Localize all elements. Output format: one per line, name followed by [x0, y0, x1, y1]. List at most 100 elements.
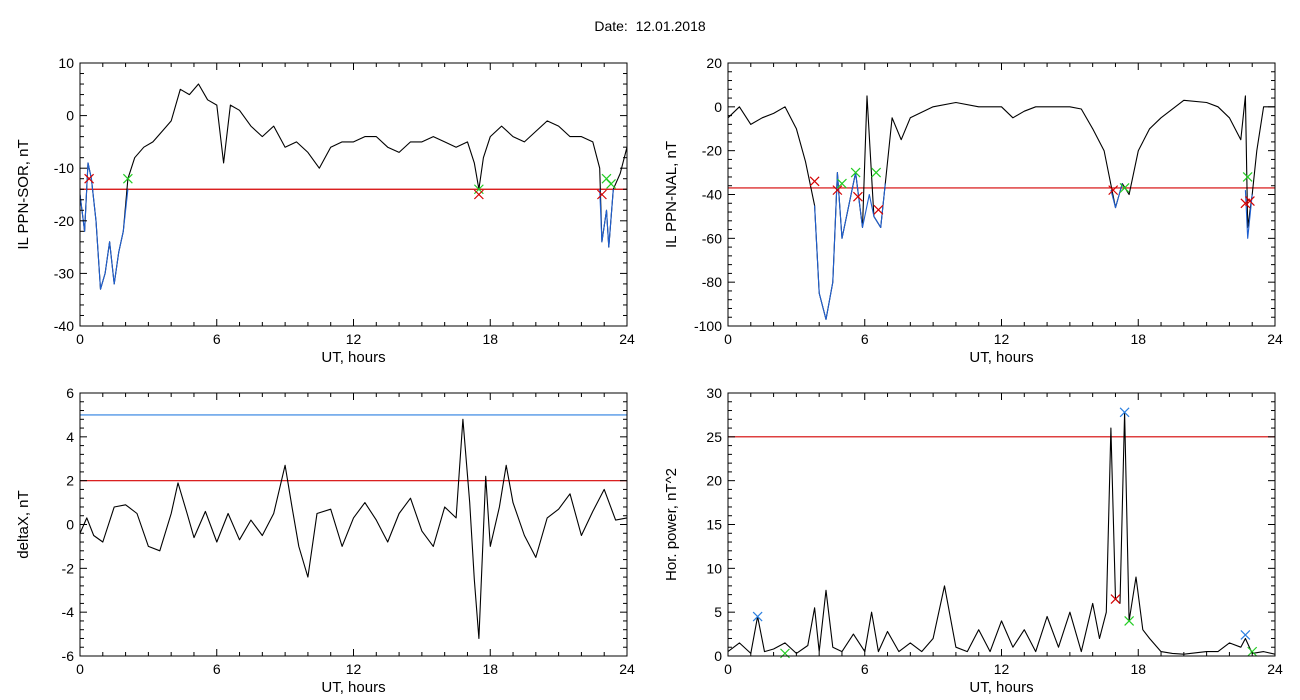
data-point-marker [606, 179, 616, 189]
x-tick-label: 24 [619, 331, 635, 347]
marker-stroke [601, 173, 612, 184]
plot-frame [727, 392, 1276, 657]
marker-stroke [1240, 630, 1251, 640]
y-tick-label: 4 [66, 429, 74, 445]
series-line [814, 172, 886, 320]
y-tick-label: -30 [54, 265, 74, 281]
y-tick-label: 25 [706, 429, 722, 445]
data-point-marker [850, 167, 861, 178]
y-tick-label: -10 [54, 160, 74, 176]
marker-stroke [1242, 172, 1253, 182]
marker-stroke [1110, 594, 1121, 604]
data-point-marker [837, 178, 847, 189]
x-tick-label: 18 [482, 661, 498, 677]
y-tick-label: -20 [54, 213, 74, 229]
data-point-marker [1242, 172, 1253, 182]
y-tick-label: 5 [714, 604, 722, 620]
panel-power: 0 6 12 18 24 0 5 10 15 20 25 30 UT, hours Hor. power,… [663, 385, 1283, 696]
data-point-marker [84, 173, 95, 184]
series-line [80, 162, 129, 290]
data-point-marker [852, 191, 863, 202]
x-tick-label: 0 [724, 331, 732, 347]
x-tick-label: 0 [724, 661, 732, 677]
y-tick-label: -80 [702, 274, 722, 290]
series-line [728, 95, 1275, 320]
data-point-marker [1240, 630, 1251, 640]
x-axis-label: UT, hours [321, 679, 385, 696]
y-tick-label: -6 [62, 648, 75, 664]
date-value: 12.01.2018 [635, 18, 706, 34]
y-tick-label: 15 [706, 517, 722, 533]
y-tick-label: 20 [706, 473, 722, 489]
x-tick-label: 18 [1130, 661, 1146, 677]
series-line [728, 411, 1275, 655]
data-point-marker [1245, 196, 1255, 206]
data-point-marker [1124, 616, 1135, 626]
x-tick-label: 6 [213, 331, 221, 347]
marker-stroke [1119, 407, 1130, 418]
x-tick-label: 6 [861, 661, 869, 677]
x-tick-label: 12 [346, 331, 362, 347]
x-tick-label: 0 [76, 331, 84, 347]
marker-stroke [1245, 196, 1255, 206]
x-tick-label: 24 [619, 661, 635, 677]
y-tick-label: -100 [694, 318, 722, 334]
y-tick-label: -20 [702, 143, 722, 159]
y-tick-label: 0 [714, 99, 722, 115]
data-point-marker [1108, 185, 1119, 196]
y-tick-label: 10 [58, 55, 74, 71]
data-point-marker [597, 189, 607, 200]
x-tick-label: 6 [213, 661, 221, 677]
marker-stroke [852, 191, 863, 202]
x-tick-label: 18 [1130, 331, 1146, 347]
data-point-marker [873, 204, 884, 215]
y-tick-label: 10 [706, 560, 722, 576]
marker-stroke [832, 185, 843, 196]
y-axis-label: IL PPN-SOR, nT [15, 139, 32, 249]
x-tick-label: 12 [346, 661, 362, 677]
y-tick-label: 2 [66, 473, 74, 489]
data-point-marker [1247, 646, 1258, 657]
series-line [1110, 183, 1123, 209]
x-tick-label: 12 [994, 331, 1010, 347]
data-point-marker [871, 167, 882, 178]
x-tick-label: 24 [1267, 661, 1283, 677]
data-point-marker [1119, 183, 1130, 193]
series-line [80, 418, 627, 640]
y-axis-label: deltaX, nT [15, 490, 32, 558]
panel-sor: 0 6 12 18 24 -40 -30 -20 -10 0 10 UT, hours IL PPN-S… [15, 55, 635, 366]
data-point-marker [809, 176, 820, 187]
data-point-marker [752, 611, 763, 622]
x-axis-label: UT, hours [969, 349, 1033, 366]
x-axis-label: UT, hours [969, 679, 1033, 696]
marker-stroke [871, 167, 882, 178]
y-tick-label: -4 [62, 604, 75, 620]
marker-stroke [809, 176, 820, 187]
y-tick-label: -2 [62, 560, 75, 576]
series-line [599, 189, 614, 248]
marker-stroke [606, 179, 616, 189]
marker-stroke [84, 173, 95, 184]
marker-stroke [122, 173, 133, 184]
series-line [1244, 190, 1253, 239]
y-tick-label: 0 [66, 517, 74, 533]
y-tick-label: 30 [706, 385, 722, 401]
data-point-marker [473, 189, 484, 200]
series-line [80, 83, 627, 290]
panel-nal: 0 6 12 18 24 -100 -80 -60 -40 -20 0 20 UT, hours IL P… [663, 55, 1283, 366]
plot-frame [79, 62, 628, 327]
page-title: Date: 12.01.2018 [0, 18, 1300, 34]
y-tick-label: 0 [66, 108, 74, 124]
y-axis-label: Hor. power, nT^2 [663, 468, 680, 581]
y-tick-label: 20 [706, 55, 722, 71]
data-point-marker [1119, 407, 1130, 418]
data-point-marker [780, 648, 790, 659]
x-tick-label: 0 [76, 661, 84, 677]
marker-stroke [473, 189, 484, 200]
marker-stroke [1247, 646, 1258, 657]
data-point-marker [832, 185, 843, 196]
data-point-marker [122, 173, 133, 184]
plot-frame [727, 62, 1276, 327]
